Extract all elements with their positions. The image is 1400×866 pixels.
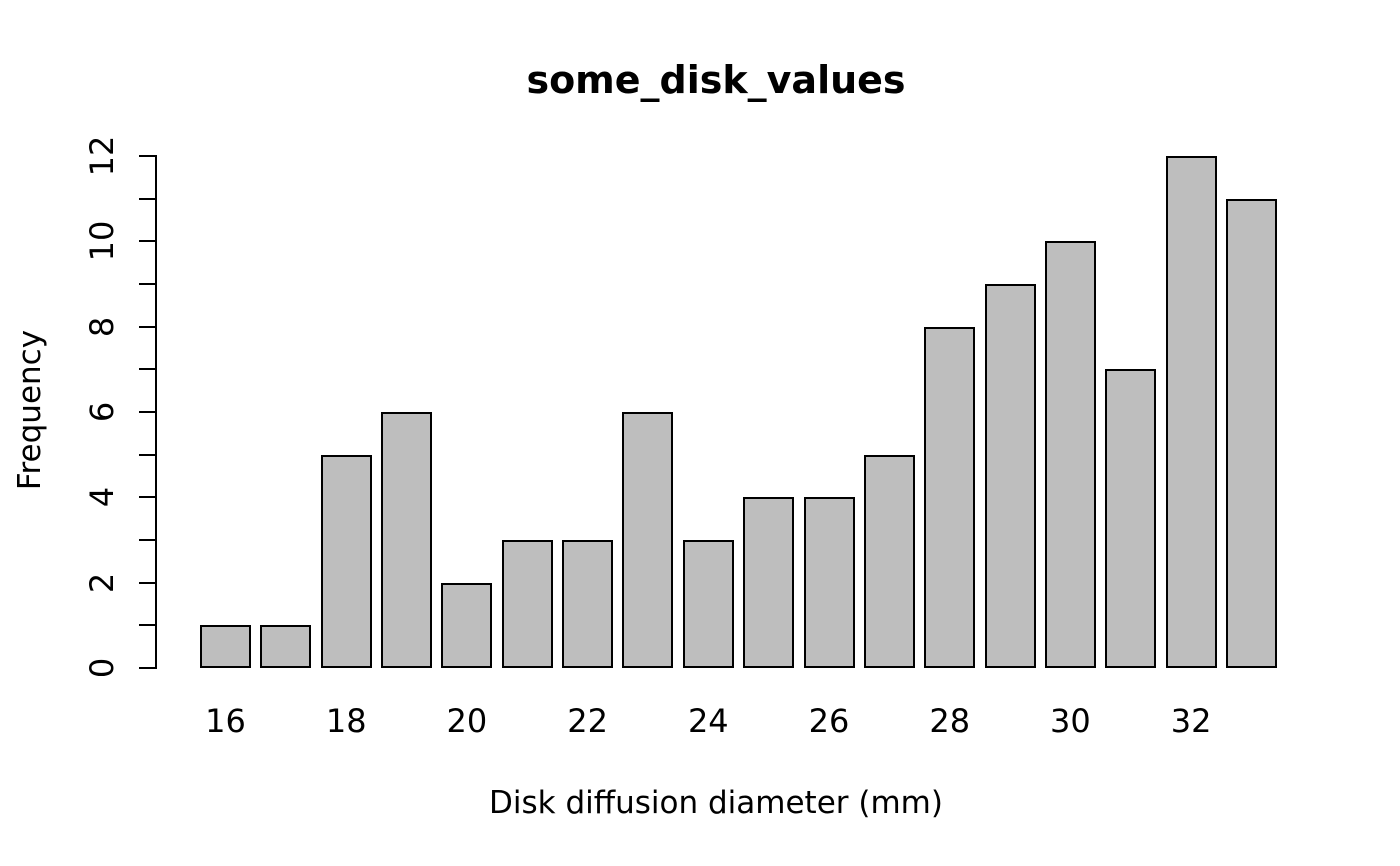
y-tick-label: 4 [83,487,121,508]
x-tick-label: 22 [567,702,608,740]
histogram-bar [803,497,855,668]
histogram-bar [381,412,433,668]
y-axis-tick [139,453,155,456]
y-axis-tick [139,240,155,243]
histogram-bar [562,540,614,668]
y-tick-label: 6 [83,401,121,423]
histogram-bar [200,625,251,668]
y-axis-tick [139,539,155,541]
chart-title: some_disk_values [526,58,906,102]
y-axis-tick [139,581,155,584]
x-tick-label: 32 [1170,702,1212,740]
y-tick-label: 2 [83,572,121,593]
x-tick-label: 16 [205,702,246,740]
histogram-bar [924,326,976,668]
y-axis-line [155,155,157,669]
y-axis-tick [139,667,155,669]
y-tick-label: 12 [83,135,121,177]
y-axis-tick [139,624,155,627]
histogram-bar [622,412,674,668]
x-axis-title: Disk diffusion diameter (mm) [489,785,943,821]
y-axis-tick [139,496,155,499]
x-tick-label: 30 [1050,702,1091,740]
histogram-bar [863,454,915,668]
y-axis-tick [139,368,155,371]
y-axis-tick [139,197,155,200]
histogram-bar [501,540,553,668]
x-tick-label: 20 [446,702,488,740]
y-axis-tick [139,283,155,285]
y-axis-tick [139,411,155,413]
x-tick-label: 18 [325,702,367,740]
histogram-bar [320,454,372,668]
x-tick-label: 24 [687,702,729,740]
x-tick-label: 28 [929,702,971,740]
x-tick-label: 26 [808,702,850,740]
histogram-bar [743,497,795,668]
histogram-bar [441,582,493,668]
histogram-bar [260,625,312,668]
y-axis-title: Frequency [12,329,48,491]
y-tick-label: 10 [83,220,121,262]
histogram-bar [1165,156,1217,668]
histogram-bar [682,540,734,668]
y-tick-label: 0 [83,657,121,679]
histogram-bar [1105,369,1157,668]
y-axis-tick [139,325,155,328]
histogram-bar [1225,198,1277,668]
y-axis-tick [139,155,155,157]
histogram-bar [1044,241,1096,668]
histogram-bar [984,284,1036,668]
y-tick-label: 8 [83,316,121,337]
